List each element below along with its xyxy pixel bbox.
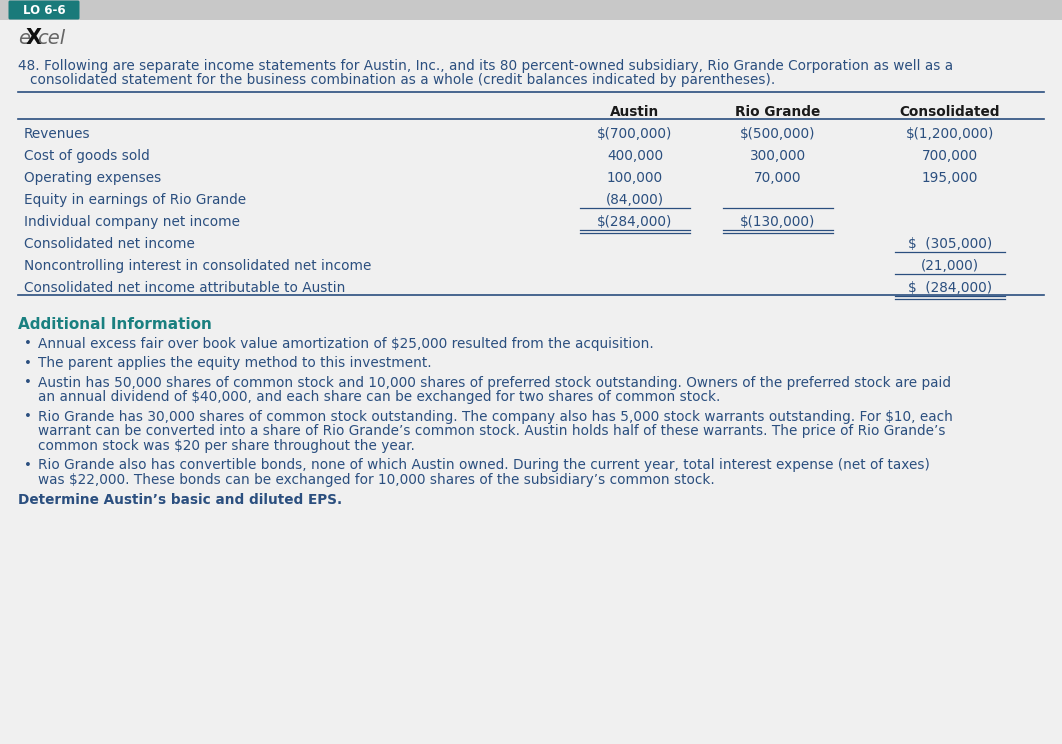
Text: $(700,000): $(700,000) [597,127,672,141]
Text: •: • [24,410,32,423]
Text: $(130,000): $(130,000) [740,215,816,229]
Text: 70,000: 70,000 [754,171,802,185]
Text: Operating expenses: Operating expenses [24,171,161,185]
Text: Austin has 50,000 shares of common stock and 10,000 shares of preferred stock ou: Austin has 50,000 shares of common stock… [38,376,950,390]
Text: $  (305,000): $ (305,000) [908,237,992,251]
Text: •: • [24,458,32,472]
Text: consolidated statement for the business combination as a whole (credit balances : consolidated statement for the business … [30,73,775,87]
Text: LO 6-6: LO 6-6 [22,4,65,16]
Text: •: • [24,376,32,389]
Text: X: X [25,28,41,48]
Text: 300,000: 300,000 [750,149,806,163]
Text: an annual dividend of $40,000, and each share can be exchanged for two shares of: an annual dividend of $40,000, and each … [38,391,720,405]
Text: $(284,000): $(284,000) [597,215,672,229]
Bar [0,0,1062,20]
Text: Consolidated net income: Consolidated net income [24,237,194,251]
Text: Individual company net income: Individual company net income [24,215,240,229]
Text: •: • [24,337,32,350]
Text: was $22,000. These bonds can be exchanged for 10,000 shares of the subsidiary’s : was $22,000. These bonds can be exchange… [38,473,715,487]
FancyBboxPatch shape [8,1,80,19]
Text: 195,000: 195,000 [922,171,978,185]
Text: The parent applies the equity method to this investment.: The parent applies the equity method to … [38,356,431,371]
Text: 400,000: 400,000 [607,149,663,163]
Text: Consolidated: Consolidated [900,105,1000,119]
Text: $(1,200,000): $(1,200,000) [906,127,994,141]
Text: Rio Grande has 30,000 shares of common stock outstanding. The company also has 5: Rio Grande has 30,000 shares of common s… [38,410,953,424]
Text: 100,000: 100,000 [607,171,663,185]
Text: common stock was $20 per share throughout the year.: common stock was $20 per share throughou… [38,439,415,453]
Text: Cost of goods sold: Cost of goods sold [24,149,150,163]
Text: Determine Austin’s basic and diluted EPS.: Determine Austin’s basic and diluted EPS… [18,493,342,507]
Text: Equity in earnings of Rio Grande: Equity in earnings of Rio Grande [24,193,246,207]
Text: e: e [18,28,30,48]
Text: Austin: Austin [611,105,660,119]
Text: warrant can be converted into a share of Rio Grande’s common stock. Austin holds: warrant can be converted into a share of… [38,425,945,438]
Text: (84,000): (84,000) [606,193,664,207]
Text: $(500,000): $(500,000) [740,127,816,141]
Text: 48. Following are separate income statements for Austin, Inc., and its 80 percen: 48. Following are separate income statem… [18,59,953,73]
Text: •: • [24,356,32,370]
Text: Consolidated net income attributable to Austin: Consolidated net income attributable to … [24,281,345,295]
Text: 700,000: 700,000 [922,149,978,163]
Text: Noncontrolling interest in consolidated net income: Noncontrolling interest in consolidated … [24,259,372,273]
Text: Rio Grande also has convertible bonds, none of which Austin owned. During the cu: Rio Grande also has convertible bonds, n… [38,458,930,472]
Text: Additional Information: Additional Information [18,317,212,332]
Text: $  (284,000): $ (284,000) [908,281,992,295]
Text: Rio Grande: Rio Grande [735,105,821,119]
Text: Revenues: Revenues [24,127,90,141]
Text: cel: cel [37,28,65,48]
Text: Annual excess fair over book value amortization of $25,000 resulted from the acq: Annual excess fair over book value amort… [38,337,654,351]
Text: (21,000): (21,000) [921,259,979,273]
